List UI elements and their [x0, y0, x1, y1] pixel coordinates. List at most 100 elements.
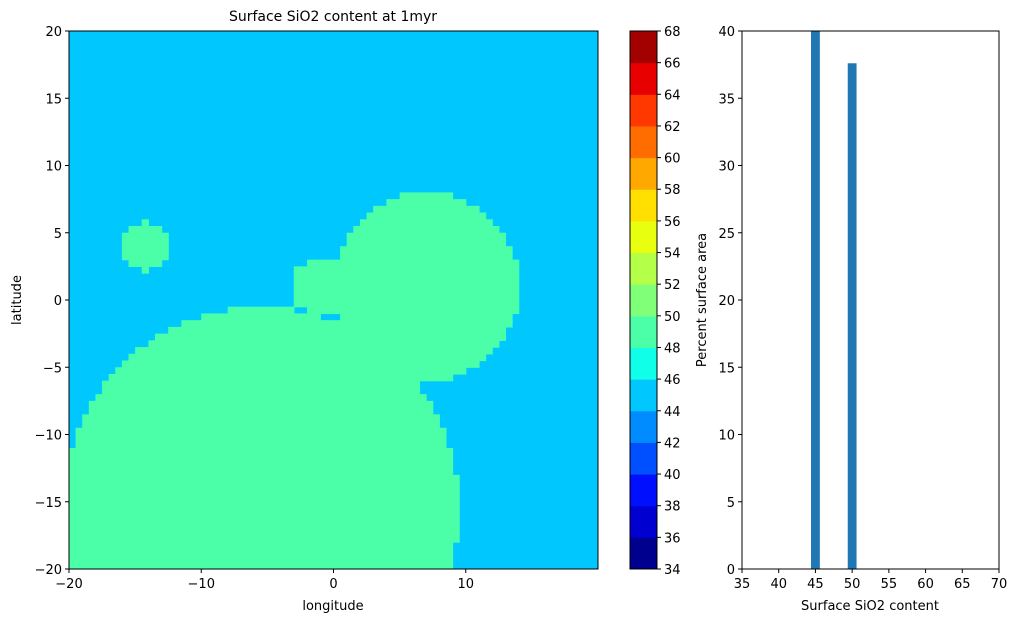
histogram-y-tick-label: 20 — [718, 294, 735, 309]
colorbar-segment — [630, 62, 657, 95]
map-cell-run — [75, 441, 447, 449]
map-cell-run — [69, 474, 460, 483]
colorbar-tick-label: 42 — [664, 436, 681, 451]
map-cell-run — [69, 501, 460, 510]
map-cell-run — [69, 454, 454, 462]
map-cell-run — [69, 555, 454, 563]
colorbar: 34 36 38 40 42 44 46 48 50 52 54 56 58 60 62 64 66 68 — [629, 25, 681, 578]
map-x-tick-label: 10 — [457, 577, 474, 592]
map-y-tick-label: 15 — [45, 92, 62, 107]
map-x-tick-label: 0 — [329, 577, 337, 592]
map-y-ticks: −20 −15 −10 −5 0 5 10 15 20 — [35, 25, 69, 578]
map-cell-run — [353, 226, 500, 234]
map-y-label: latitude — [10, 275, 25, 325]
map-cell-run — [293, 273, 520, 281]
colorbar-tick-label: 58 — [664, 183, 681, 198]
map-y-tick-label: −10 — [35, 429, 62, 444]
map-cell-run — [293, 300, 520, 308]
map-cell-run — [399, 192, 454, 200]
map-cell-run — [69, 521, 460, 530]
colorbar-ticks: 34 36 38 40 42 44 46 48 50 52 54 56 58 60 62 64 66 68 — [657, 25, 681, 578]
colorbar-tick-label: 64 — [664, 88, 681, 103]
map-y-tick-label: 20 — [45, 25, 62, 40]
map-cell-run — [340, 246, 513, 254]
map-y-tick-label: 0 — [54, 294, 62, 309]
colorbar-segment — [630, 379, 657, 412]
map-cell-run — [82, 421, 440, 429]
map-cell-run — [307, 306, 520, 315]
map-cell-run — [75, 434, 447, 442]
colorbar-segment — [630, 442, 657, 475]
map-cell-run — [69, 508, 460, 516]
histogram-y-tick-label: 25 — [718, 227, 735, 242]
map-cell-run — [121, 246, 169, 254]
map-cell-run — [115, 367, 467, 375]
map-cell-run — [168, 326, 507, 335]
map-cell-run — [227, 306, 295, 315]
map-cell-run — [293, 266, 520, 274]
map-cell-run — [88, 400, 434, 409]
map-cell-run — [141, 219, 149, 227]
map-cell-run — [293, 279, 520, 288]
colorbar-segment — [630, 474, 657, 507]
map-cell-run — [82, 414, 440, 422]
histogram-x-tick-label: 45 — [807, 577, 824, 592]
map-cell-run — [108, 373, 454, 382]
histogram-y-label: Percent surface area — [695, 233, 710, 367]
map-cell-run — [128, 259, 163, 267]
map-cell-run — [69, 562, 454, 570]
colorbar-segment — [630, 157, 657, 190]
map-cell-run — [346, 239, 507, 247]
map-cell-run — [359, 219, 493, 227]
map-cell-run — [148, 340, 500, 348]
histogram-x-label: Surface SiO2 content — [801, 599, 939, 614]
map-cell-run — [69, 528, 460, 536]
map-y-tick-label: 10 — [45, 160, 62, 175]
colorbar-tick-label: 46 — [664, 373, 681, 388]
histogram-x-tick-label: 70 — [991, 577, 1008, 592]
colorbar-segments — [630, 31, 657, 570]
sio2-map-panel: Surface SiO2 content at 1myr −20 −10 0 10 −… — [10, 9, 599, 614]
colorbar-tick-label: 48 — [664, 341, 681, 356]
map-x-tick-label: −20 — [55, 577, 82, 592]
colorbar-tick-label: 52 — [664, 278, 681, 293]
map-cell-run — [69, 461, 454, 469]
map-cell-run — [121, 252, 169, 261]
colorbar-tick-label: 44 — [664, 405, 681, 420]
histogram-bar — [847, 63, 857, 569]
map-cell-run — [135, 347, 493, 355]
map-cell-run — [102, 387, 421, 395]
map-cell-run — [95, 394, 427, 402]
colorbar-tick-label: 56 — [664, 215, 681, 230]
colorbar-segment — [630, 315, 657, 348]
colorbar-tick-label: 60 — [664, 152, 681, 167]
map-y-tick-label: −5 — [43, 361, 62, 376]
histogram-x-tick-label: 55 — [881, 577, 898, 592]
histogram-y-tick-label: 40 — [718, 25, 735, 40]
map-cell-run — [69, 535, 460, 543]
colorbar-tick-label: 34 — [664, 563, 681, 578]
histogram-x-ticks: 35 40 45 50 55 60 65 70 — [734, 569, 1008, 592]
colorbar-segment — [630, 537, 657, 570]
map-cell-run — [346, 232, 507, 241]
colorbar-segment — [630, 94, 657, 127]
map-cell-run — [141, 266, 149, 274]
map-cell-run — [88, 407, 434, 415]
histogram-x-tick-label: 40 — [770, 577, 787, 592]
map-cell-run — [121, 360, 480, 368]
histogram-x-tick-label: 50 — [844, 577, 861, 592]
map-cell-run — [293, 293, 520, 301]
map-cell-run — [69, 548, 454, 557]
colorbar-tick-label: 36 — [664, 531, 681, 546]
colorbar-segment — [630, 252, 657, 285]
map-cell-run — [128, 226, 163, 234]
map-cell-run — [154, 333, 507, 341]
map-title: Surface SiO2 content at 1myr — [229, 9, 437, 25]
map-cell-run — [181, 320, 513, 328]
map-cell-run — [386, 199, 467, 207]
map-y-tick-label: 5 — [54, 227, 62, 242]
histogram-bar — [811, 31, 820, 569]
colorbar-tick-label: 38 — [664, 500, 681, 515]
map-cell-run — [69, 468, 454, 476]
